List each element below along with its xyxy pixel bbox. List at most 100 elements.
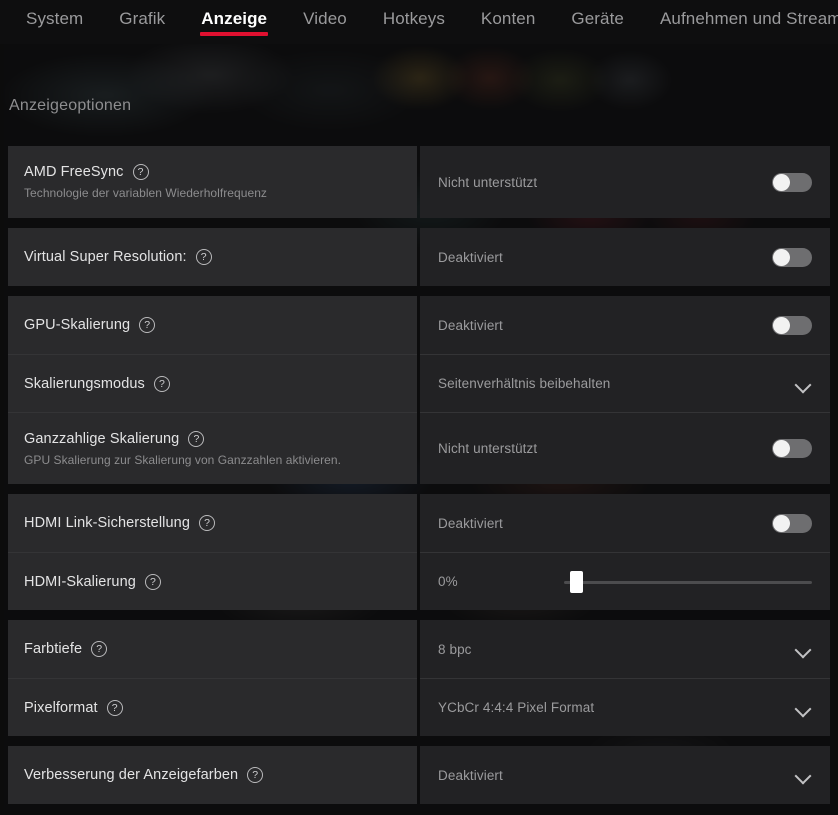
toggle-knob [773,514,790,532]
setting-label-panel: Verbesserung der Anzeigefarben? [8,746,417,804]
setting-label-line: Verbesserung der Anzeigefarben? [24,767,401,783]
setting-label-panel: HDMI Link-Sicherstellung? [8,494,417,552]
settings-group: Verbesserung der Anzeigefarben? Deaktivie… [0,746,838,804]
tab-label: Video [303,9,347,28]
setting-row: Virtual Super Resolution:? Deaktiviert [8,228,830,286]
tab-system[interactable]: System [8,0,101,44]
page-title: Anzeigeoptionen [9,97,132,114]
help-icon[interactable]: ? [139,317,156,333]
tab-label: Anzeige [201,9,268,28]
setting-label: Farbtiefe [24,641,83,657]
setting-row: HDMI-Skalierung? 0% [8,552,830,610]
settings-group: HDMI Link-Sicherstellung? Deaktiviert HDMI… [0,494,838,610]
tab-label: Konten [480,9,536,28]
toggle-switch[interactable] [772,247,812,267]
setting-label: HDMI Link-Sicherstellung [24,515,190,531]
setting-label-line: GPU-Skalierung? [24,317,401,333]
toggle-knob [773,440,790,457]
setting-control-panel[interactable]: Seitenverhältnis beibehalten [420,354,830,412]
help-icon[interactable]: ? [153,375,170,392]
tab-grafik[interactable]: Grafik [101,0,183,44]
setting-control-panel[interactable]: Deaktiviert [420,746,830,804]
setting-value: YCbCr 4:4:4 Pixel Format [438,700,595,715]
chevron-down-icon[interactable] [794,699,812,717]
help-icon[interactable]: ? [195,249,212,265]
chevron-down-icon[interactable] [794,640,812,658]
help-icon[interactable]: ? [247,767,264,783]
setting-label-panel: HDMI-Skalierung? [8,552,417,610]
setting-label: HDMI-Skalierung [24,573,136,590]
help-icon[interactable]: ? [132,164,149,180]
toggle-knob [773,316,790,334]
help-icon[interactable]: ? [199,515,215,531]
help-icon[interactable]: ? [144,573,161,590]
setting-label-panel: AMD FreeSync? Technologie der variablen W… [8,146,417,218]
setting-value: Nicht unterstützt [438,441,538,456]
setting-value: Deaktiviert [438,767,503,783]
setting-row: Farbtiefe? 8 bpc [8,620,830,678]
setting-row: Pixelformat? YCbCr 4:4:4 Pixel Format [8,678,830,736]
setting-value: Deaktiviert [438,515,503,531]
setting-label-panel: GPU-Skalierung? [8,296,417,354]
setting-label-line: Ganzzahlige Skalierung? [24,430,401,447]
toggle-switch[interactable] [772,513,812,533]
tab-gerte[interactable]: Geräte [553,0,642,44]
chevron-down-icon[interactable] [794,375,812,393]
tab-konten[interactable]: Konten [463,0,553,44]
setting-row: Ganzzahlige Skalierung? GPU Skalierung zu… [8,412,830,484]
setting-control-panel[interactable]: YCbCr 4:4:4 Pixel Format [420,678,830,736]
slider-handle[interactable] [570,570,583,593]
tab-label: Geräte [571,9,624,28]
setting-value: Deaktiviert [438,249,503,265]
toggle-knob [773,248,790,266]
setting-label-panel: Virtual Super Resolution:? [8,228,417,286]
setting-label-line: Farbtiefe? [24,641,401,657]
setting-label: Ganzzahlige Skalierung [24,430,180,447]
toggle-knob [773,173,790,191]
tab-label: Hotkeys [382,9,445,28]
tab-video[interactable]: Video [285,0,365,44]
main-tab-bar: System Grafik Anzeige Video Hotkeys Konten Ger… [0,0,838,44]
setting-control-panel[interactable]: 8 bpc [420,620,830,678]
setting-label-line: Pixelformat? [24,699,401,716]
help-icon[interactable]: ? [106,699,123,716]
setting-label: Virtual Super Resolution: [24,249,187,265]
tab-label: System [26,9,84,28]
setting-control-panel: 0% [420,552,830,610]
help-icon[interactable]: ? [188,430,205,447]
setting-label: GPU-Skalierung [24,317,131,333]
setting-row: Verbesserung der Anzeigefarben? Deaktivie… [8,746,830,804]
setting-label-line: HDMI Link-Sicherstellung? [24,515,401,531]
settings-group: Virtual Super Resolution:? Deaktiviert [0,228,838,286]
setting-value: 0% [438,574,458,589]
settings-list: AMD FreeSync? Technologie der variablen W… [0,146,838,814]
setting-value: Deaktiviert [438,317,503,333]
setting-label-line: Skalierungsmodus? [24,375,401,392]
setting-label-panel: Farbtiefe? [8,620,417,678]
toggle-switch[interactable] [772,315,812,335]
setting-label: Skalierungsmodus [24,375,145,392]
tab-label: Aufnehmen und Streamen [659,9,838,28]
setting-control-panel: Deaktiviert [420,228,830,286]
active-tab-indicator [200,32,269,36]
setting-control-panel: Deaktiviert [420,494,830,552]
toggle-switch[interactable] [772,172,812,192]
tab-anzeige[interactable]: Anzeige [183,0,285,44]
setting-description: Technologie der variablen Wiederholfrequ… [24,186,267,200]
settings-group: AMD FreeSync? Technologie der variablen W… [0,146,838,218]
setting-label: Verbesserung der Anzeigefarben [24,767,239,783]
tab-aufnehmen-und-streamen[interactable]: Aufnehmen und Streamen [642,0,838,44]
setting-label-line: Virtual Super Resolution:? [24,249,401,265]
help-icon[interactable]: ? [91,641,108,657]
scaling-slider[interactable] [564,570,812,593]
setting-label-panel: Pixelformat? [8,678,417,736]
tab-hotkeys[interactable]: Hotkeys [365,0,463,44]
slider-track [564,580,812,584]
toggle-switch[interactable] [772,439,812,458]
setting-label-line: HDMI-Skalierung? [24,573,401,590]
setting-description: GPU Skalierung zur Skalierung von Ganzza… [24,452,341,467]
setting-control-panel: Nicht unterstützt [420,146,830,218]
chevron-down-icon[interactable] [794,766,812,784]
setting-label: Pixelformat [24,699,98,716]
